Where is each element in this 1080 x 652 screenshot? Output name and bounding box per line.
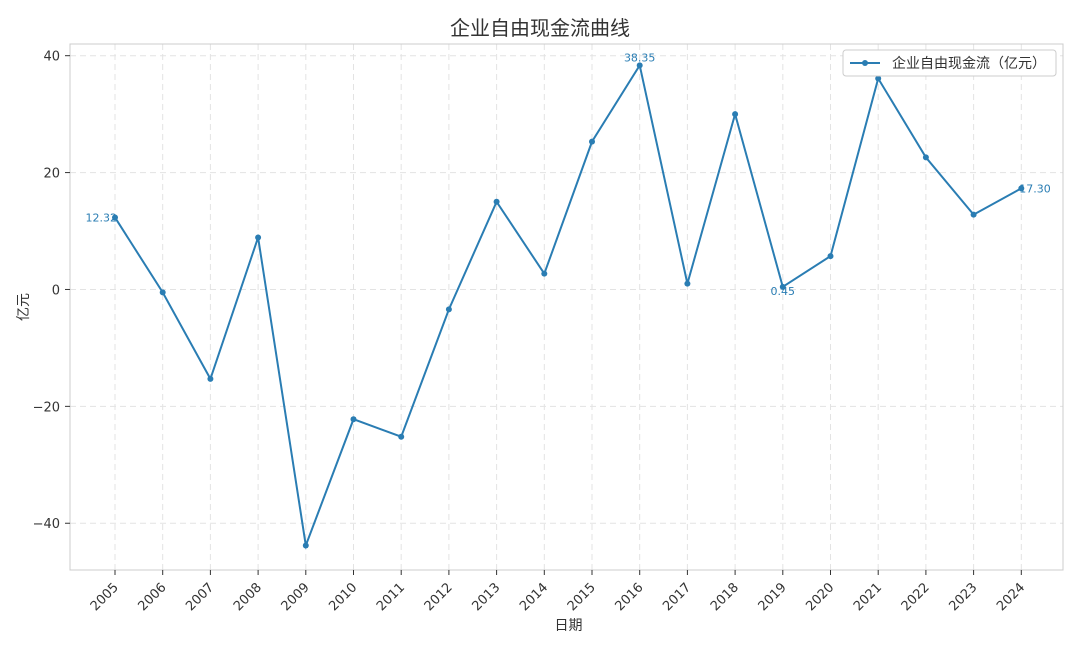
data-point <box>732 111 739 118</box>
data-point <box>589 138 595 145</box>
x-tick-label: 2012 <box>422 580 456 614</box>
plot-area <box>69 43 1064 571</box>
y-axis-label: 亿元 <box>16 293 32 321</box>
data-point <box>302 542 309 549</box>
data-point <box>350 416 357 423</box>
x-tick-label: 2006 <box>136 580 170 614</box>
y-tick-label: 40 <box>43 50 60 65</box>
x-tick-label: 2007 <box>183 580 217 614</box>
x-tick-label: 2018 <box>708 580 742 614</box>
x-tick-label: 2019 <box>756 580 790 614</box>
data-point <box>684 280 691 287</box>
chart-title: 企业自由现金流曲线 <box>450 16 630 40</box>
y-tick-label: −40 <box>33 517 60 532</box>
x-tick-label: 2021 <box>851 580 885 614</box>
data-point <box>922 154 929 161</box>
data-point <box>827 253 834 260</box>
data-point <box>255 234 262 241</box>
x-tick-label: 2005 <box>88 580 122 614</box>
data-point <box>207 375 214 382</box>
data-point <box>779 283 786 290</box>
y-tick-label: −20 <box>33 400 60 415</box>
data-label: 0.45 <box>771 285 796 298</box>
data-label: 12.32 <box>86 211 118 224</box>
x-tick-label: 2024 <box>994 580 1028 614</box>
data-point <box>112 214 118 221</box>
y-tick-label: 0 <box>52 283 60 298</box>
x-tick-label: 2015 <box>565 580 599 614</box>
data-point <box>541 270 548 277</box>
series-line <box>114 62 1022 550</box>
y-axis: −40 −20 0 20 40 <box>33 50 70 532</box>
x-tick-label: 2017 <box>660 580 694 614</box>
x-tick-label: 2013 <box>469 580 503 614</box>
legend-point-marker <box>862 60 868 66</box>
legend-label: 企业自由现金流（亿元） <box>892 55 1046 72</box>
legend-box <box>842 49 1057 77</box>
x-tick-label: 2009 <box>279 580 313 614</box>
x-tick-label: 2020 <box>803 580 837 614</box>
data-point <box>493 198 500 205</box>
data-point <box>970 211 977 218</box>
y-tick-label: 20 <box>43 167 60 182</box>
data-label: 17.30 <box>1019 182 1051 195</box>
x-axis-label: 日期 <box>555 618 583 634</box>
data-point <box>1018 185 1025 192</box>
x-tick-label: 2010 <box>326 580 360 614</box>
data-point <box>159 289 166 296</box>
data-label: 38.35 <box>624 51 656 64</box>
x-tick-label: 2014 <box>517 580 551 614</box>
data-point <box>875 75 882 82</box>
x-tick-label: 2016 <box>613 580 647 614</box>
x-tick-label: 2023 <box>946 580 980 614</box>
series-layer <box>112 62 1025 550</box>
data-point <box>445 306 452 313</box>
data-point <box>636 62 643 69</box>
data-point <box>398 433 405 440</box>
x-tick-label: 2011 <box>374 580 408 614</box>
x-tick-label: 2008 <box>231 580 265 614</box>
x-axis: 2005 2006 2007 2008 2009 2010 2011 2012 2013 2014… <box>88 570 1028 614</box>
x-tick-label: 2022 <box>899 580 933 614</box>
data-labels: 12.32 38.35 0.45 17.30 <box>86 51 1051 298</box>
legend: 企业自由现金流（亿元） <box>842 49 1057 77</box>
grid-lines <box>70 44 1063 570</box>
